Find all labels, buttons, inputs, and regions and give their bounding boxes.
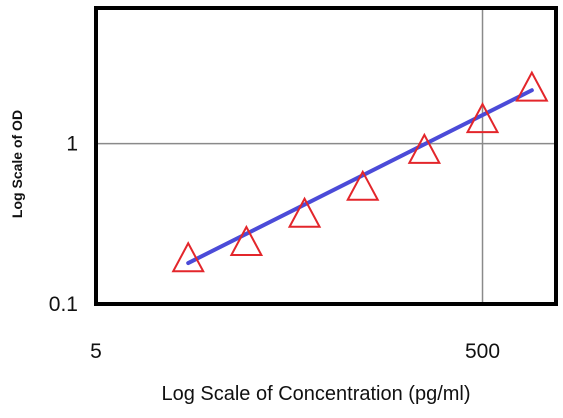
y-tick-label: 1 bbox=[66, 133, 78, 156]
gridlines bbox=[96, 8, 556, 304]
data-point-triangle bbox=[287, 196, 322, 228]
data-point-triangle bbox=[407, 132, 442, 164]
data-series bbox=[171, 70, 549, 273]
y-tick-label: 0.1 bbox=[49, 293, 78, 316]
data-point-triangle bbox=[346, 169, 380, 201]
data-point-triangle bbox=[171, 241, 205, 273]
data-point-triangle bbox=[515, 70, 549, 102]
x-tick-label: 5 bbox=[90, 340, 102, 363]
tick-labels: 5 500 0.1 1 bbox=[49, 133, 500, 363]
data-point-triangle bbox=[465, 102, 500, 134]
y-axis-title: Log Scale of OD bbox=[9, 110, 25, 218]
x-tick-label: 500 bbox=[465, 340, 500, 363]
x-axis-title: Log Scale of Concentration (pg/ml) bbox=[161, 383, 470, 405]
data-point-triangle bbox=[229, 224, 264, 257]
plot-area-border bbox=[94, 6, 558, 306]
